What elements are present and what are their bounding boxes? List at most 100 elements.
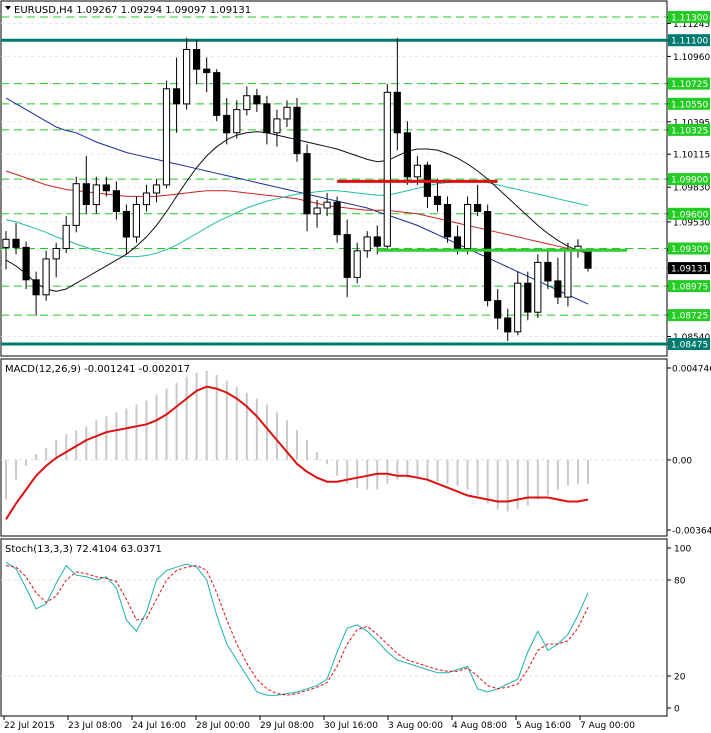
candle-body [484,211,492,302]
candle-body [363,236,371,252]
macd-title-text: MACD(12,26,9) -0.001241 -0.002017 [5,364,190,375]
level-price-tag [668,11,710,23]
level-price-tag [668,242,710,255]
price-tick-label: 1.11245 [673,20,710,30]
price-title: EURUSD,H4 1.09267 1.09294 1.09097 1.0913… [5,5,251,16]
current-price-label: 1.09131 [671,265,708,275]
candle-body [233,109,241,134]
level-price-tag [668,97,710,110]
candle-body [313,207,321,215]
level-price-tag [668,123,710,136]
time-tick-label: 24 Jul 16:00 [132,721,186,731]
candle-body [464,204,472,249]
price-tick-label: 1.10115 [673,151,710,161]
stoch-title-text: Stoch(13,3,3) 72.4104 63.0371 [5,544,162,555]
stoch-tick-label: 80 [674,577,686,587]
time-tick-label: 29 Jul 08:00 [260,721,314,731]
time-tick-label: 5 Aug 16:00 [516,721,571,731]
candle-body [443,204,452,238]
stoch-signal-line [5,565,589,696]
candle-body [544,261,552,282]
stoch-panel[interactable]: 100 80 20 0 Stoch(13,3,3) 72.4104 63.0371 [0,538,691,717]
level-price-label: 1.11100 [671,37,708,47]
price-tick-label: 1.10395 [673,118,710,128]
candle-body [213,72,221,116]
level-price-label: 1.09300 [671,245,708,255]
time-axis: 22 Jul 2015 23 Jul 08:00 24 Jul 16:00 28 Ju… [3,716,635,731]
price-levels [1,16,667,346]
candle-body [283,106,291,120]
candle-body [494,300,502,319]
level-price-label: 1.11300 [671,14,708,24]
moving-average-line [5,180,589,258]
candle-body [474,204,482,212]
candle-body [293,106,301,155]
stoch-lines [5,561,589,696]
candle-body [564,250,572,298]
candle-body [122,211,131,238]
candle-body [173,88,181,105]
stoch-tick-label: 100 [674,545,691,555]
candle-body [2,238,10,248]
price-title-text: EURUSD,H4 1.09267 1.09294 1.09097 1.0913… [14,5,251,16]
candle-body [223,114,231,134]
candle-body [524,282,532,313]
candle-body [504,317,512,333]
candle-body [102,184,110,192]
level-price-tag [668,309,710,322]
candle-body [193,49,201,70]
candle-body [514,282,522,333]
level-price-label: 1.08975 [671,283,708,293]
candle-body [52,248,60,260]
time-tick-label: 3 Aug 00:00 [388,721,443,731]
stoch-tick-label: 0 [674,705,680,715]
time-tick-label: 4 Aug 08:00 [452,721,507,731]
candle-body [92,184,100,206]
stoch-panel-frame [0,538,668,717]
time-tick-label: 23 Jul 08:00 [68,721,122,731]
drawn-levels [337,179,627,252]
candle-body [403,132,411,178]
level-price-tag [668,338,710,350]
level-price-tag [668,280,710,293]
candle-body [433,195,442,205]
candle-body [413,164,421,178]
candle-body [253,95,261,105]
level-price-label: 1.10725 [671,80,708,90]
candle-body [22,246,30,281]
candle-body [323,201,331,209]
level-price-label: 1.09900 [671,176,708,186]
candle-body [42,258,50,296]
candle-body [263,103,271,134]
candle-body [343,234,351,278]
time-tick-label: 28 Jul 00:00 [196,721,250,731]
macd-signal-line [5,385,589,520]
candle-body [303,153,311,215]
level-price-tag [668,77,710,90]
candle-body [383,91,391,247]
candle-body [534,261,542,313]
macd-tick-label: 0.004746 [672,365,711,375]
candle-body [333,201,341,236]
candle-body [62,224,70,249]
chevron-down-icon[interactable] [5,6,11,10]
candlesticks [2,37,592,342]
price-tick-label: 1.10960 [673,53,710,63]
macd-panel[interactable]: 0.004746 0.00 -0.003642 MACD(12,26,9) -0.0… [0,358,711,537]
level-price-tag [668,34,710,47]
macd-signal-polyline [5,385,589,520]
candle-body [112,190,121,212]
level-price-label: 1.08725 [671,312,708,322]
level-price-tag [668,173,710,186]
macd-tick-label: 0.00 [672,456,692,466]
candle-body [72,183,80,226]
candle-body [142,192,151,206]
time-tick-label: 7 Aug 00:00 [580,721,635,731]
time-tick-label: 30 Jul 16:00 [324,721,378,731]
time-tick-label: 22 Jul 2015 [4,721,55,731]
candle-body [554,280,562,298]
level-price-label: 1.10325 [671,126,708,136]
